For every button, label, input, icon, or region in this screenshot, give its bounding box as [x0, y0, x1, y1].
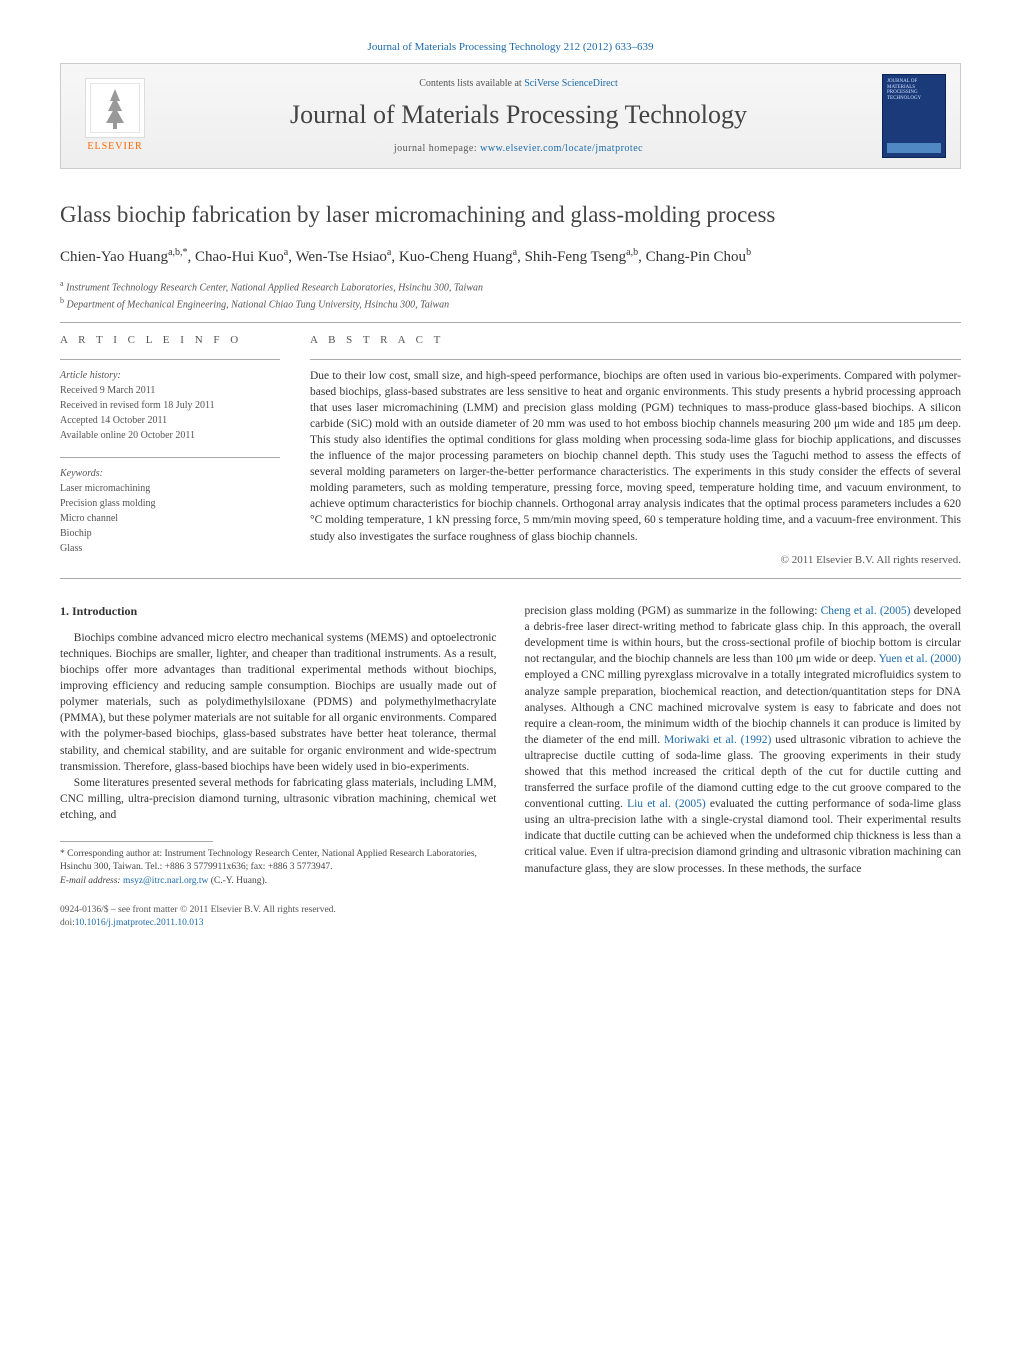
author-3: Kuo-Cheng Huanga — [399, 249, 517, 265]
keywords-block: Keywords: Laser micromachining Precision… — [60, 466, 280, 556]
abstract-text: Due to their low cost, small size, and h… — [310, 368, 961, 545]
header-center: Contents lists available at SciVerse Sci… — [155, 77, 882, 155]
article-info-col: a r t i c l e i n f o Article history: R… — [60, 333, 280, 568]
footer-doi: doi:10.1016/j.jmatprotec.2011.10.013 — [60, 917, 497, 930]
left-p2: Some literatures presented several metho… — [60, 775, 497, 823]
scidirect-link[interactable]: SciVerse ScienceDirect — [524, 78, 618, 89]
email-link[interactable]: msyz@itrc.narl.org.tw — [123, 876, 208, 886]
article-title: Glass biochip fabrication by laser micro… — [60, 199, 961, 231]
footnote-text: Corresponding author at: Instrument Tech… — [60, 849, 477, 872]
homepage-prefix: journal homepage: — [394, 143, 480, 154]
corresponding-footnote: * Corresponding author at: Instrument Te… — [60, 848, 497, 875]
footer-line1: 0924-0136/$ – see front matter © 2011 El… — [60, 904, 497, 917]
author-4: Shih-Feng Tsenga,b — [525, 249, 639, 265]
contents-available-line: Contents lists available at SciVerse Sci… — [155, 77, 882, 91]
journal-reference-line: Journal of Materials Processing Technolo… — [60, 40, 961, 55]
history-1: Received in revised form 18 July 2011 — [60, 398, 280, 413]
author-0: Chien-Yao Huanga,b,* — [60, 249, 188, 265]
footer-block: 0924-0136/$ – see front matter © 2011 El… — [60, 904, 497, 931]
info-rule-1 — [60, 359, 280, 360]
history-0: Received 9 March 2011 — [60, 383, 280, 398]
abstract-rule — [310, 359, 961, 360]
affiliations: a Instrument Technology Research Center,… — [60, 278, 961, 313]
author-1: Chao-Hui Kuoa — [195, 249, 288, 265]
right-p1-a: precision glass molding (PGM) as summari… — [525, 605, 821, 617]
right-column: precision glass molding (PGM) as summari… — [525, 603, 962, 930]
affiliation-a: a Instrument Technology Research Center,… — [60, 278, 961, 295]
rule-top — [60, 322, 961, 323]
article-info-heading: a r t i c l e i n f o — [60, 333, 280, 348]
body-columns: 1. Introduction Biochips combine advance… — [60, 603, 961, 930]
contents-prefix: Contents lists available at — [419, 78, 524, 89]
history-label: Article history: — [60, 368, 280, 383]
keyword-3: Biochip — [60, 526, 280, 541]
keyword-1: Precision glass molding — [60, 496, 280, 511]
journal-title: Journal of Materials Processing Technolo… — [155, 97, 882, 133]
journal-homepage-line: journal homepage: www.elsevier.com/locat… — [155, 142, 882, 156]
history-3: Available online 20 October 2011 — [60, 428, 280, 443]
abstract-col: a b s t r a c t Due to their low cost, s… — [310, 333, 961, 568]
section-1-heading: 1. Introduction — [60, 603, 497, 620]
thumb-text: JOURNAL OF MATERIALS PROCESSING TECHNOLO… — [887, 79, 941, 101]
email-suffix: (C.-Y. Huang). — [208, 876, 267, 886]
left-column: 1. Introduction Biochips combine advance… — [60, 603, 497, 930]
keywords-label: Keywords: — [60, 466, 280, 481]
journal-cover-thumbnail: JOURNAL OF MATERIALS PROCESSING TECHNOLO… — [882, 74, 946, 158]
info-abstract-row: a r t i c l e i n f o Article history: R… — [60, 333, 961, 568]
author-2: Wen-Tse Hsiaoa — [295, 249, 391, 265]
affiliation-b: b Department of Mechanical Engineering, … — [60, 295, 961, 312]
keyword-2: Micro channel — [60, 511, 280, 526]
keyword-4: Glass — [60, 541, 280, 556]
article-history: Article history: Received 9 March 2011 R… — [60, 368, 280, 443]
cite-yuen-2000[interactable]: Yuen et al. (2000) — [879, 653, 961, 665]
info-rule-2 — [60, 457, 280, 458]
footnote-separator — [60, 841, 213, 842]
abstract-heading: a b s t r a c t — [310, 333, 961, 348]
elsevier-label: ELSEVIER — [87, 140, 142, 154]
author-5: Chang-Pin Choub — [646, 249, 751, 265]
history-2: Accepted 14 October 2011 — [60, 413, 280, 428]
keyword-0: Laser micromachining — [60, 481, 280, 496]
journal-ref-link[interactable]: Journal of Materials Processing Technolo… — [368, 41, 654, 53]
email-footnote: E-mail address: msyz@itrc.narl.org.tw (C… — [60, 875, 497, 888]
left-p1: Biochips combine advanced micro electro … — [60, 630, 497, 775]
cite-cheng-2005[interactable]: Cheng et al. (2005) — [821, 605, 911, 617]
cite-moriwaki-1992[interactable]: Moriwaki et al. (1992) — [664, 734, 771, 746]
elsevier-logo: ELSEVIER — [75, 78, 155, 154]
email-label: E-mail address: — [60, 876, 123, 886]
page-container: Journal of Materials Processing Technolo… — [0, 0, 1021, 970]
thumb-strip — [887, 143, 941, 153]
elsevier-tree-icon — [85, 78, 145, 138]
journal-header-box: ELSEVIER Contents lists available at Sci… — [60, 63, 961, 169]
rule-bottom — [60, 578, 961, 579]
homepage-link[interactable]: www.elsevier.com/locate/jmatprotec — [480, 143, 643, 154]
right-p1: precision glass molding (PGM) as summari… — [525, 603, 962, 877]
cite-liu-2005[interactable]: Liu et al. (2005) — [627, 798, 706, 810]
abstract-copyright: © 2011 Elsevier B.V. All rights reserved… — [310, 553, 961, 568]
authors-line: Chien-Yao Huanga,b,*, Chao-Hui Kuoa, Wen… — [60, 246, 961, 268]
doi-link[interactable]: 10.1016/j.jmatprotec.2011.10.013 — [75, 918, 204, 928]
